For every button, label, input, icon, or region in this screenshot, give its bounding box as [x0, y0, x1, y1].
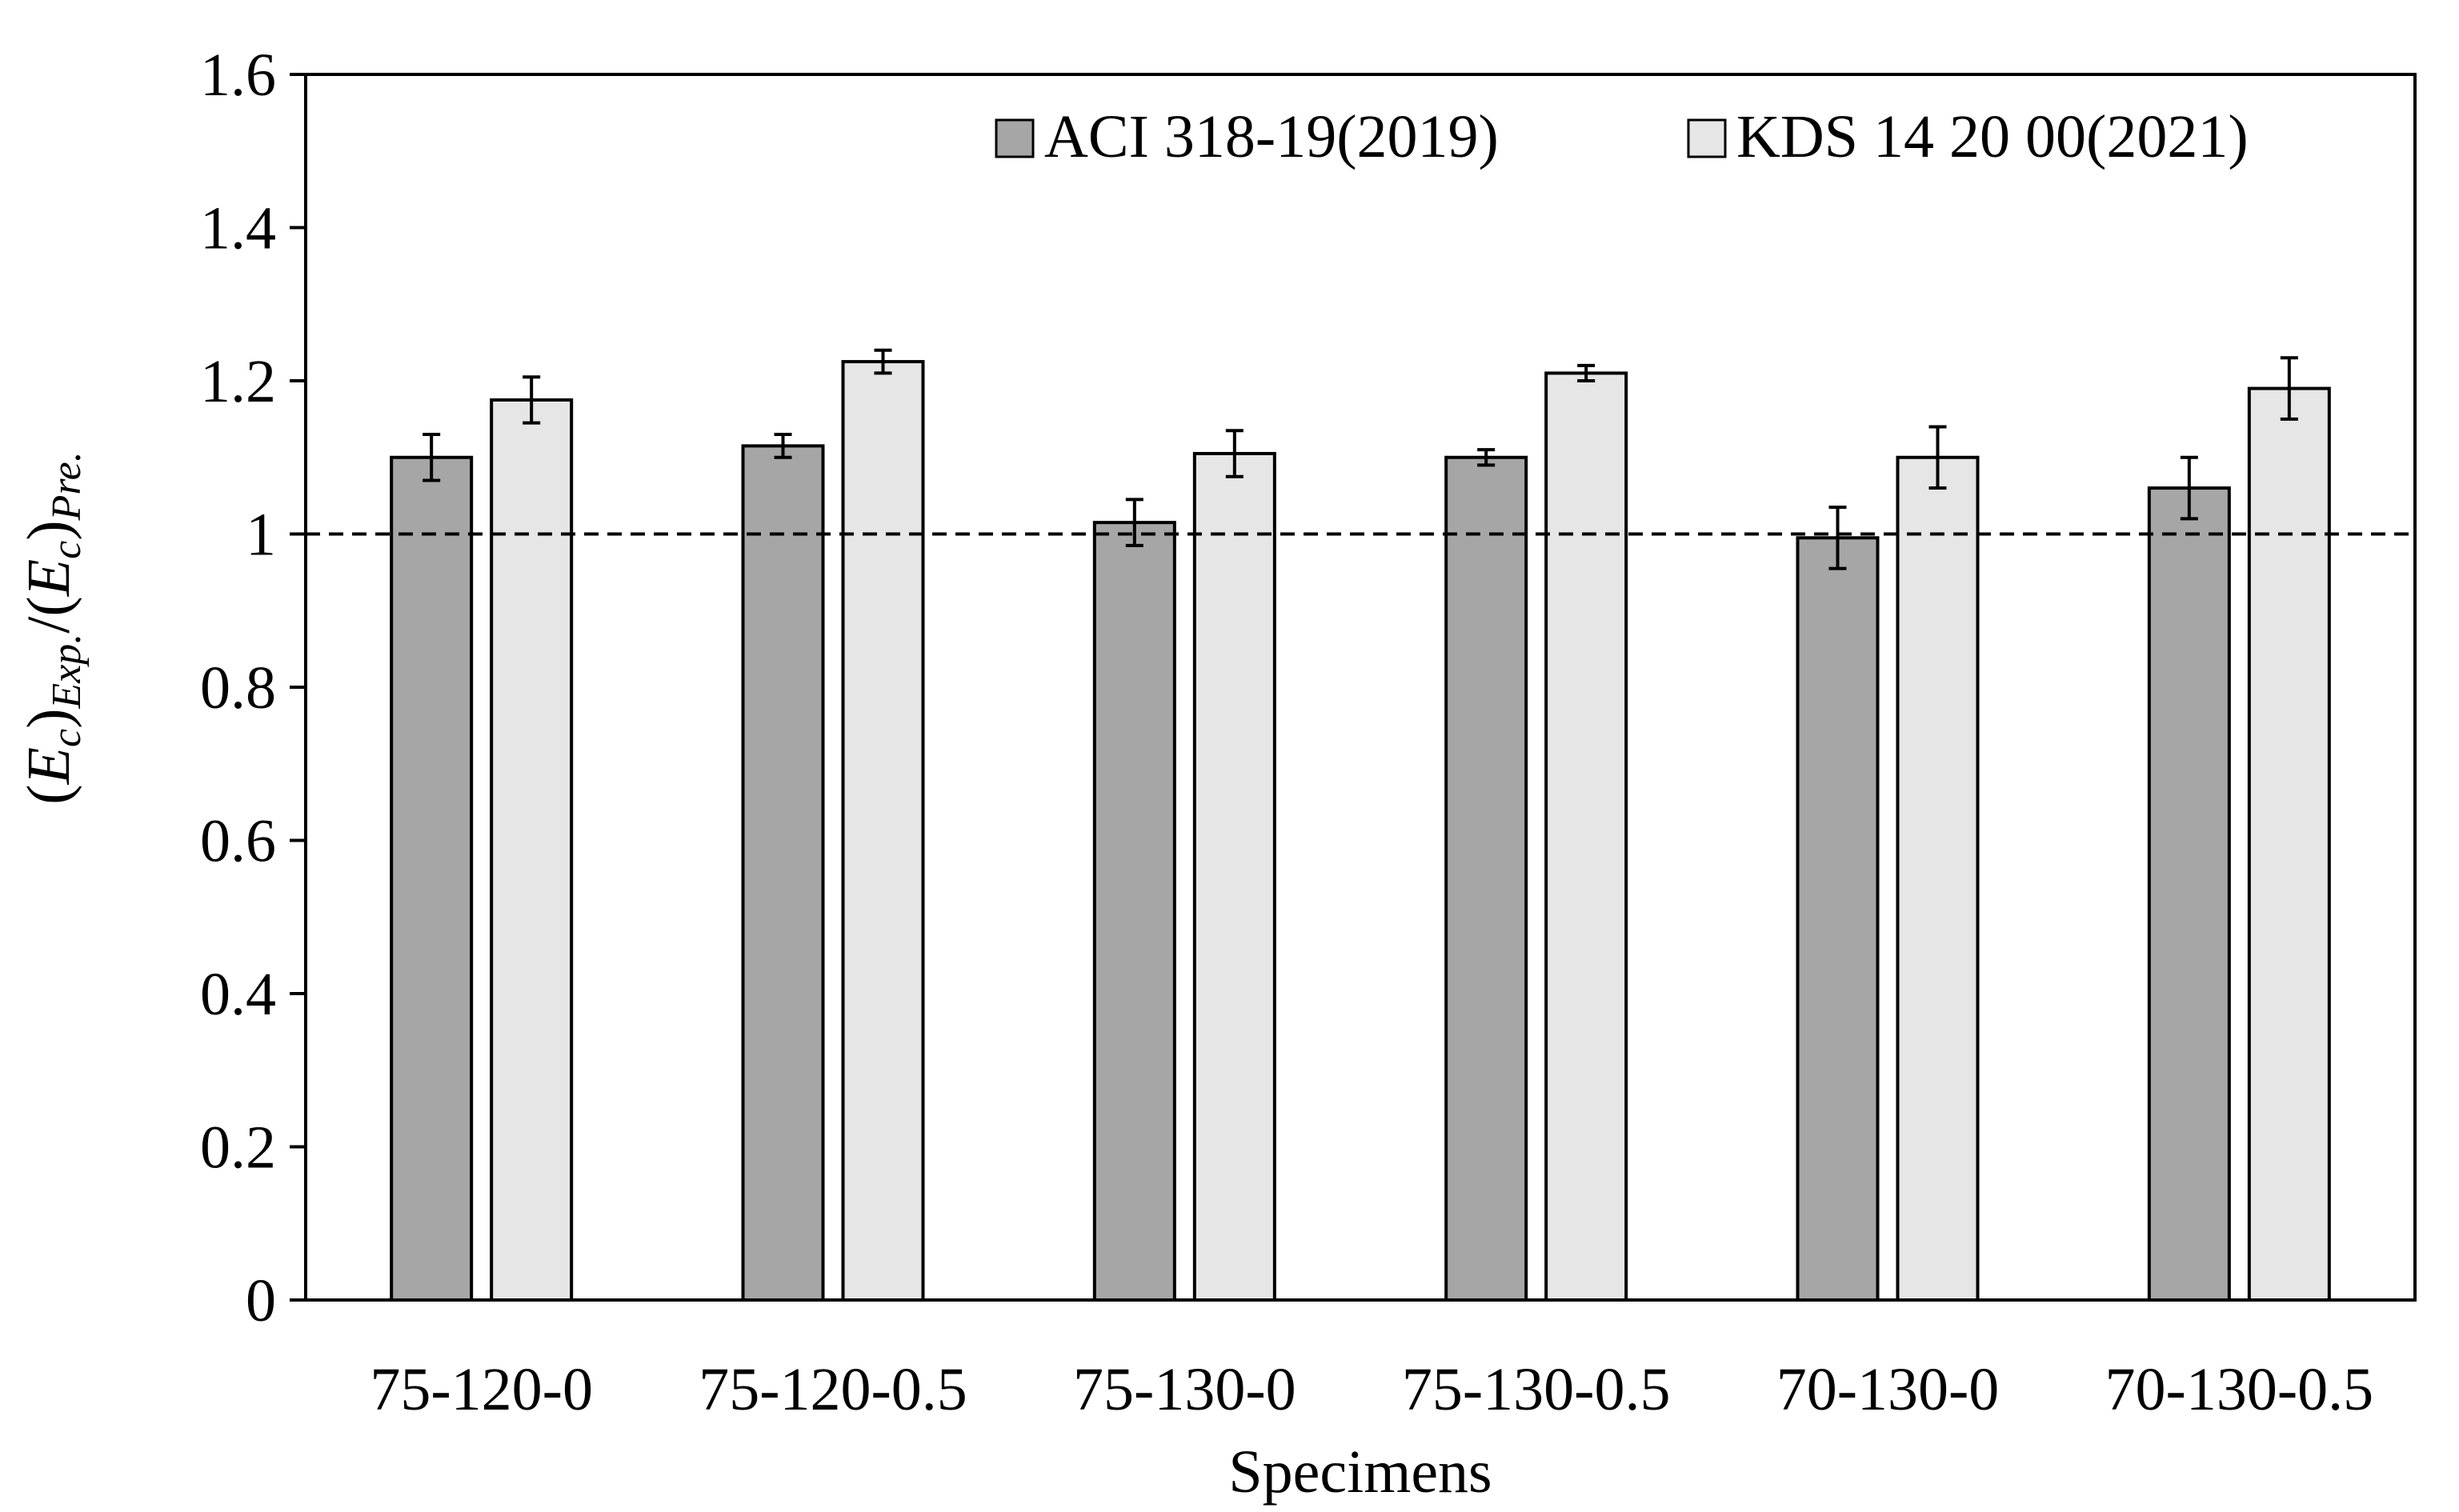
y-title-symbol-e: E — [15, 747, 82, 785]
legend-swatch-kds — [1687, 118, 1727, 158]
y-axis-ticks: 0 0.2 0.4 0.6 0.8 1 1.2 1.4 1.6 — [200, 42, 306, 1334]
x-axis-ticks: 75-120-0 75-120-0.5 75-130-0 75-130-0.5 70-1… — [370, 1356, 2373, 1423]
x-tick-label: 75-130-0.5 — [1402, 1356, 1671, 1423]
legend: ACI 318-19(2019) KDS 14 20 00(2021) — [995, 103, 2249, 170]
y-title-symbol-e2: E — [15, 559, 82, 597]
y-tick-label: 1.4 — [200, 195, 276, 262]
bar-kds-70-130-0 — [1896, 455, 1980, 1302]
legend-swatch-aci — [995, 118, 1035, 158]
bar-kds-75-130-0 — [1192, 451, 1276, 1302]
bar-aci-75-120-0.5 — [741, 444, 825, 1302]
bar-aci-75-130-0.5 — [1444, 455, 1528, 1302]
x-tick-label: 75-120-0 — [370, 1356, 593, 1423]
y-title-open-paren: ( — [15, 784, 82, 804]
x-axis-title: Specimens — [1228, 1438, 1492, 1506]
bar-kds-70-130-0.5 — [2247, 386, 2331, 1302]
y-axis-title: (Ec)Exp./(Ec)Pre. — [15, 451, 90, 804]
y-title-sub-c: c — [44, 729, 90, 747]
y-title-sub-exp: Exp. — [44, 634, 90, 710]
error-bars-layer — [423, 348, 2298, 570]
y-title-close-paren: ) — [15, 709, 82, 729]
y-title-sub-pre: Pre. — [44, 451, 90, 521]
y-tick-label: 0.6 — [200, 808, 276, 875]
x-tick-label: 75-120-0.5 — [699, 1356, 967, 1423]
y-tick-label: 1.6 — [200, 42, 276, 109]
bar-aci-75-120-0 — [390, 455, 474, 1302]
y-tick-label: 1 — [246, 502, 276, 569]
y-title-sub-c2: c — [44, 541, 90, 559]
x-tick-label: 70-130-0 — [1776, 1356, 2000, 1423]
y-tick-label: 0.4 — [200, 961, 276, 1028]
bars-layer — [390, 360, 2331, 1302]
y-tick-label: 0.8 — [200, 654, 276, 722]
bar-kds-75-130-0.5 — [1544, 371, 1628, 1302]
bar-aci-75-130-0 — [1092, 521, 1176, 1302]
legend-label-aci: ACI 318-19(2019) — [1044, 103, 1499, 170]
y-title-close-paren2: ) — [15, 520, 82, 540]
y-tick-label: 0 — [246, 1267, 276, 1334]
bar-kds-75-120-0.5 — [841, 360, 925, 1302]
y-tick-label: 0.2 — [200, 1114, 276, 1182]
y-tick-label: 1.2 — [200, 348, 276, 415]
bar-aci-70-130-0 — [1796, 536, 1880, 1302]
bar-aci-70-130-0.5 — [2147, 486, 2231, 1302]
legend-label-kds: KDS 14 20 00(2021) — [1736, 103, 2249, 170]
x-tick-label: 75-130-0 — [1073, 1356, 1296, 1423]
x-tick-label: 70-130-0.5 — [2105, 1356, 2374, 1423]
y-title-slash: /( — [15, 596, 82, 633]
